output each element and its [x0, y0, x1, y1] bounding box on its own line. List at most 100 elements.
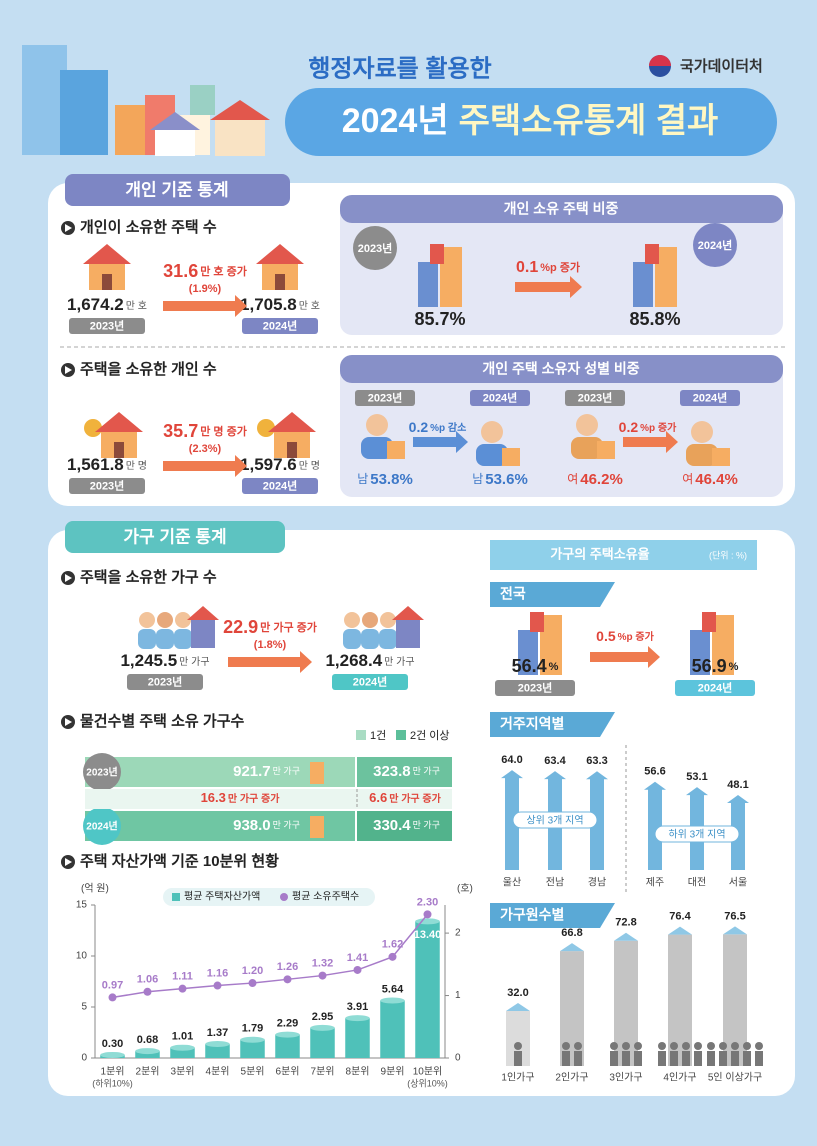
label: 개인 소유 주택 비중	[504, 201, 619, 217]
text-part: 만 호	[299, 300, 320, 312]
label: 전국	[500, 586, 526, 602]
icon-person	[610, 1051, 618, 1066]
data-label: 76.5	[724, 910, 745, 922]
value: 남 53.6%	[472, 471, 528, 488]
arrow-bar	[644, 781, 666, 870]
label: 거주지역별	[500, 716, 564, 732]
icon-building	[633, 262, 653, 307]
icon-person	[362, 612, 378, 628]
data-label: 1.41	[347, 952, 368, 964]
badge-label: 2024년	[698, 680, 733, 694]
text-part: 53.6%	[485, 471, 528, 488]
icon-person	[562, 1042, 570, 1050]
text-part: 만 가구	[413, 820, 440, 830]
x-tick-label: 7분위	[311, 1065, 335, 1078]
badge-label: 2024년	[693, 390, 728, 404]
household-tab	[65, 521, 285, 553]
line-point	[388, 952, 397, 961]
label: 주택을 소유한 가구 수	[80, 568, 217, 586]
value: 1,268.4 만 가구	[325, 651, 414, 670]
data-label: 1.20	[242, 965, 263, 977]
icon-person	[634, 1042, 642, 1050]
subtitle: 행정자료를 활용한	[308, 55, 491, 82]
icon-person	[694, 1051, 702, 1066]
icon-house	[275, 274, 285, 290]
icon-person	[157, 612, 173, 628]
heading-icon	[65, 224, 72, 232]
legend-swatch	[280, 893, 288, 901]
bar	[240, 1039, 265, 1058]
bar-top	[240, 1036, 265, 1043]
text-part: 여	[682, 472, 693, 486]
text-part: 만 가구	[273, 766, 300, 776]
bar	[415, 921, 440, 1058]
icon-person	[380, 612, 396, 628]
icon-person	[366, 414, 388, 436]
line-point	[353, 965, 362, 974]
icon-house	[712, 448, 730, 466]
line-point	[178, 984, 187, 993]
icon-building	[310, 762, 324, 784]
value: 938.0 만 가구	[233, 817, 300, 834]
data-label: 5.64	[382, 983, 404, 995]
text-part: %	[549, 661, 559, 673]
data-label: 48.1	[727, 779, 748, 791]
icon-person	[658, 1042, 666, 1050]
text-part: 0.2	[619, 419, 639, 435]
value: 56.4%	[512, 656, 559, 676]
icon-person	[361, 629, 379, 649]
value: 323.8 만 가구	[373, 763, 440, 780]
x-tick-label: 대전	[688, 877, 706, 889]
x-tick-label: 2분위	[136, 1065, 160, 1078]
line-point	[283, 975, 292, 984]
heading-icon	[65, 574, 72, 582]
icon-house	[114, 442, 124, 458]
text-part: 0.1	[516, 259, 538, 276]
text-part: 남	[357, 472, 368, 486]
bar	[135, 1051, 160, 1058]
bar-top	[205, 1041, 230, 1048]
icon-building	[702, 612, 716, 632]
x-note: (상위10%)	[407, 1078, 448, 1088]
data-label: 1.01	[172, 1031, 193, 1043]
y-tick-label: 5	[81, 1002, 87, 1013]
text-part: 35.7	[163, 421, 198, 441]
badge	[242, 318, 318, 334]
axis-label: (호)	[457, 883, 473, 895]
label: 가구의 주택소유율	[550, 546, 649, 561]
icon-person	[719, 1051, 727, 1066]
text-part: %p 증가	[618, 630, 655, 643]
data-label: 1.26	[277, 961, 298, 973]
icon-person	[622, 1051, 630, 1066]
icon-building	[645, 244, 659, 264]
badge	[69, 478, 145, 494]
icon-key	[257, 419, 275, 437]
data-label: 1.79	[242, 1023, 263, 1035]
heading-icon	[65, 366, 72, 374]
icon-person	[481, 421, 503, 443]
arrow	[228, 651, 312, 673]
section-tab	[490, 582, 615, 607]
value: 31.6 만 호 증가	[163, 261, 247, 281]
arrow-bar	[501, 770, 523, 870]
line-point	[423, 910, 432, 919]
badge	[675, 680, 755, 696]
x-tick-label: 1분위	[101, 1065, 125, 1078]
badge	[127, 674, 203, 690]
x-tick-label: 전남	[546, 877, 564, 889]
bar-top	[170, 1044, 195, 1051]
icon-person	[670, 1042, 678, 1050]
text-part: %p 감소	[430, 422, 466, 434]
icon-person	[574, 1051, 582, 1066]
label: 85.7%	[414, 309, 465, 329]
arrow	[515, 276, 582, 298]
y2-tick-label: 2	[455, 928, 461, 939]
x-tick-label: 8분위	[346, 1065, 370, 1078]
data-label: 0.68	[137, 1034, 158, 1046]
year-bubble	[693, 223, 737, 267]
bar-top	[275, 1031, 300, 1038]
icon-building	[430, 244, 444, 264]
icon-person	[571, 437, 603, 459]
